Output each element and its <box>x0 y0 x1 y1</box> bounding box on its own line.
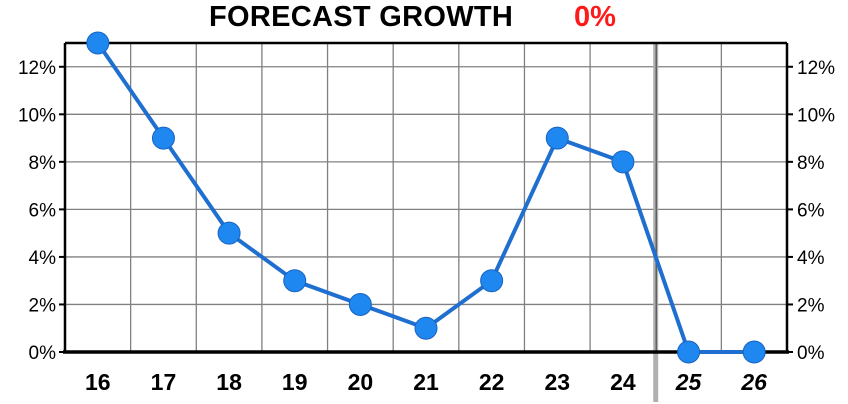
y-tick-label-left: 6% <box>29 200 57 221</box>
y-tick-label-left: 12% <box>18 58 56 79</box>
data-point <box>480 269 504 293</box>
x-tick-label: 17 <box>151 369 177 395</box>
y-tick-label-left: 2% <box>29 295 57 316</box>
y-tick-label-left: 10% <box>18 105 56 126</box>
x-tick-label: 21 <box>413 369 439 395</box>
y-tick-label-right: 12% <box>797 58 835 79</box>
x-tick-label: 22 <box>479 369 505 395</box>
y-tick-label-right: 8% <box>797 153 825 174</box>
x-tick-label: 20 <box>348 369 374 395</box>
data-point <box>677 340 701 364</box>
chart-title-text: FORECAST GROWTH <box>209 1 514 33</box>
y-tick-label-left: 4% <box>29 248 57 269</box>
y-tick-label-right: 6% <box>797 200 825 221</box>
data-point <box>742 340 766 364</box>
x-tick-label: 24 <box>610 369 636 395</box>
data-point <box>86 31 110 55</box>
chart-title: FORECAST GROWTH 0% <box>0 0 848 36</box>
x-tick-label: 25 <box>675 369 703 395</box>
x-tick-label: 23 <box>544 369 570 395</box>
y-tick-label-right: 4% <box>797 248 825 269</box>
y-tick-label-right: 2% <box>797 295 825 316</box>
x-tick-label: 19 <box>282 369 308 395</box>
data-point <box>348 292 372 316</box>
data-point <box>217 221 241 245</box>
x-tick-label: 26 <box>740 369 767 395</box>
x-tick-label: 16 <box>85 369 111 395</box>
y-tick-label-left: 8% <box>29 153 57 174</box>
x-tick-label: 18 <box>216 369 242 395</box>
data-point <box>283 269 307 293</box>
data-point <box>611 150 635 174</box>
y-tick-label-left: 0% <box>29 343 57 364</box>
y-tick-label-right: 10% <box>797 105 835 126</box>
data-point <box>545 126 569 150</box>
data-point <box>151 126 175 150</box>
data-point <box>414 316 438 340</box>
forecast-growth-value: 0% <box>574 1 616 33</box>
y-tick-label-right: 0% <box>797 343 825 364</box>
